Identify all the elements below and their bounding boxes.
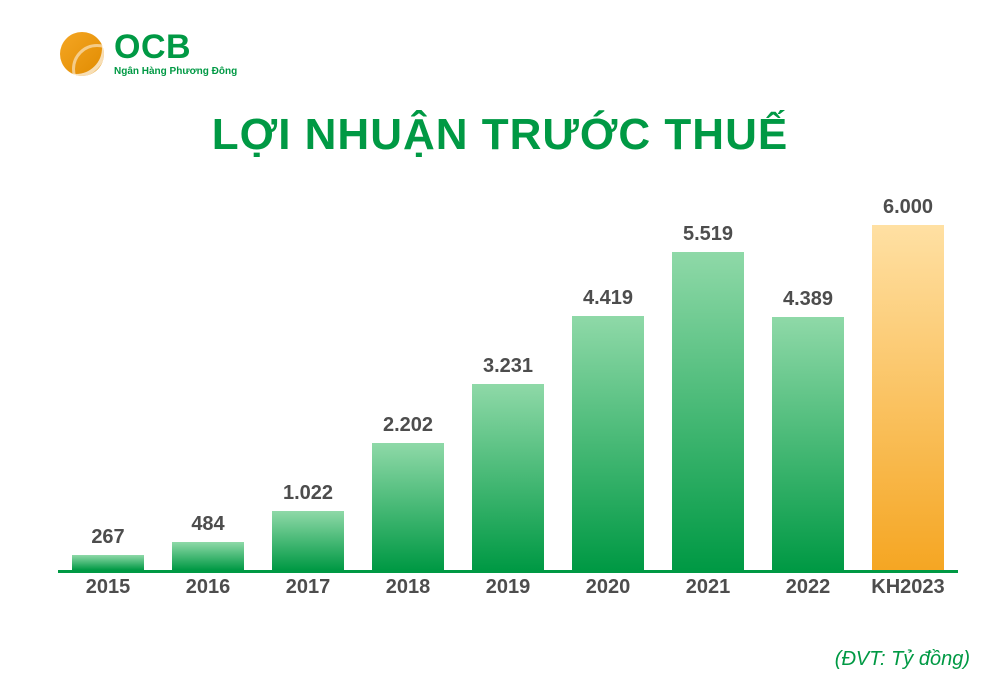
bar (572, 316, 644, 570)
bar-slot: 2.202 (358, 414, 458, 570)
bar-slot: 484 (158, 513, 258, 570)
x-axis-label: 2015 (58, 576, 158, 599)
bar-value-label: 5.519 (683, 223, 733, 246)
bar-value-label: 4.389 (783, 288, 833, 311)
bar-value-label: 6.000 (883, 196, 933, 219)
bar-value-label: 267 (91, 526, 124, 549)
x-axis-label: KH2023 (858, 576, 958, 599)
bar (372, 443, 444, 570)
bar-slot: 4.389 (758, 288, 858, 570)
bar-slot: 4.419 (558, 287, 658, 570)
plot-area: 267 484 1.022 2.202 3.231 4.419 5.519 4.389 6.00… (58, 190, 958, 573)
bars-container: 267 484 1.022 2.202 3.231 4.419 5.519 4.389 6.00… (58, 190, 958, 570)
logo-tagline: Ngân Hàng Phương Đông (114, 67, 237, 77)
bar (672, 252, 744, 570)
bar-value-label: 1.022 (283, 482, 333, 505)
chart-title: LỢI NHUẬN TRƯỚC THUẾ (0, 110, 1000, 160)
logo-wordmark: OCB (114, 30, 237, 64)
bar-slot: 5.519 (658, 223, 758, 570)
x-axis-label: 2019 (458, 576, 558, 599)
bar (772, 317, 844, 570)
bar-slot: 3.231 (458, 355, 558, 570)
x-axis-label: 2017 (258, 576, 358, 599)
brand-logo: OCB Ngân Hàng Phương Đông (60, 30, 237, 77)
chart-page: OCB Ngân Hàng Phương Đông LỢI NHUẬN TRƯỚ… (0, 0, 1000, 693)
bar-slot: 267 (58, 526, 158, 570)
logo-text-block: OCB Ngân Hàng Phương Đông (114, 30, 237, 77)
bar (172, 542, 244, 570)
bar-value-label: 4.419 (583, 287, 633, 310)
bar-value-label: 484 (191, 513, 224, 536)
bar-value-label: 2.202 (383, 414, 433, 437)
bar (272, 511, 344, 570)
x-axis-label: 2022 (758, 576, 858, 599)
bar-chart: 267 484 1.022 2.202 3.231 4.419 5.519 4.389 6.00… (58, 190, 958, 600)
x-axis-label: 2021 (658, 576, 758, 599)
bar-value-label: 3.231 (483, 355, 533, 378)
bar-slot: 1.022 (258, 482, 358, 570)
logo-icon (60, 32, 104, 76)
x-axis-label: 2018 (358, 576, 458, 599)
bar (872, 225, 944, 570)
bar-slot: 6.000 (858, 196, 958, 570)
x-axis-label: 2016 (158, 576, 258, 599)
x-axis-labels: 20152016201720182019202020212022KH2023 (58, 576, 958, 599)
unit-note: (ĐVT: Tỷ đồng) (835, 648, 970, 671)
bar (472, 384, 544, 570)
x-axis-label: 2020 (558, 576, 658, 599)
bar (72, 555, 144, 570)
